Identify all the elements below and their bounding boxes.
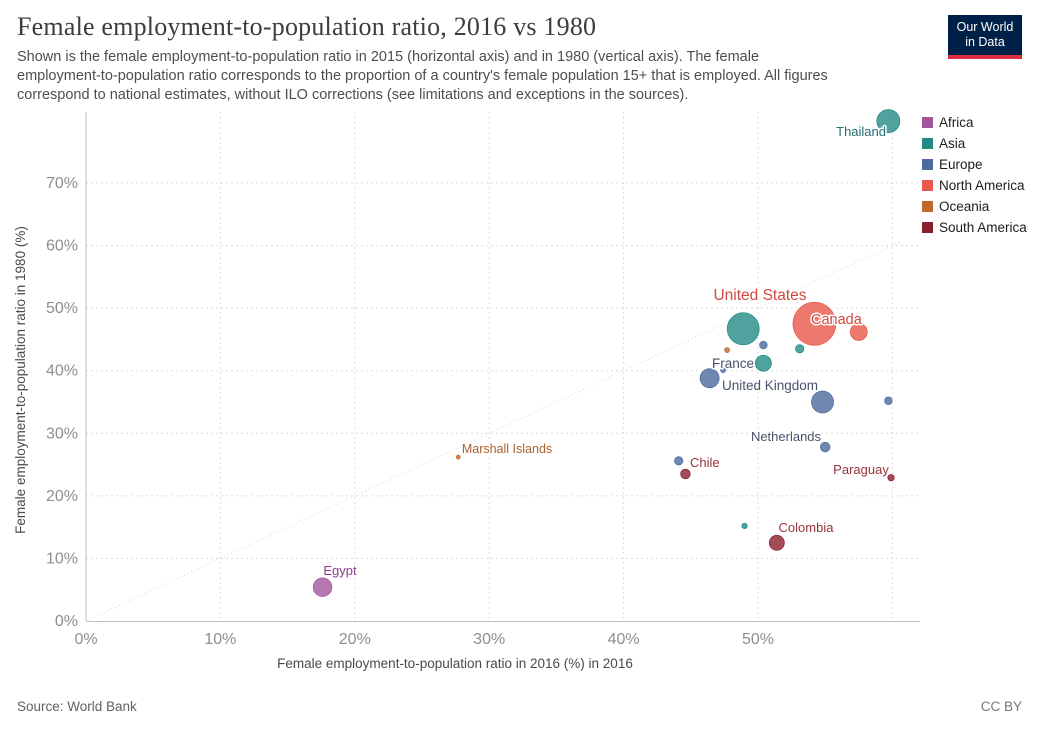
- legend-item-oceania[interactable]: Oceania: [922, 199, 1027, 214]
- country-label-united-states: United States: [713, 287, 806, 304]
- y-tick-label: 40%: [46, 363, 78, 380]
- bubble-asia[interactable]: [755, 354, 772, 372]
- bubble-france[interactable]: [699, 368, 720, 389]
- legend-label: North America: [939, 178, 1025, 193]
- owid-logo[interactable]: Our World in Data: [948, 15, 1022, 59]
- legend-swatch-icon: [922, 159, 933, 170]
- bubble-asia[interactable]: [726, 312, 760, 346]
- subtitle-line: correspond to national estimates, withou…: [17, 87, 689, 103]
- page-title: Female employment-to-population ratio, 2…: [17, 12, 597, 41]
- legend-swatch-icon: [922, 138, 933, 149]
- bubble-chile[interactable]: [680, 468, 691, 480]
- country-label-canada: Canada: [811, 312, 863, 328]
- legend-label: Asia: [939, 136, 966, 151]
- legend-swatch-icon: [922, 180, 933, 191]
- country-label-marshall-islands: Marshall Islands: [462, 442, 552, 456]
- continent-legend: Africa Asia Europe North America Oceania Sout…: [922, 115, 1027, 235]
- bubble-united-kingdom[interactable]: [811, 390, 834, 414]
- bubble-europe[interactable]: [884, 396, 893, 405]
- owid-logo-line1: Our World: [956, 20, 1014, 34]
- legend-label: Oceania: [939, 199, 990, 214]
- legend-swatch-icon: [922, 117, 933, 128]
- y-tick-label: 20%: [46, 488, 78, 505]
- y-tick-label: 50%: [46, 300, 78, 317]
- bubble-asia[interactable]: [741, 522, 748, 529]
- license-link[interactable]: CC BY: [980, 699, 1022, 714]
- bubble-europe[interactable]: [720, 367, 726, 373]
- source-text: Source: World Bank: [17, 699, 137, 714]
- country-label-united-kingdom: United Kingdom: [722, 378, 818, 393]
- y-axis-title: Female employment-to-population ratio in…: [13, 226, 28, 534]
- diagonal-reference-line: [85, 241, 900, 622]
- country-label-paraguay: Paraguay: [833, 462, 889, 477]
- y-tick-label: 70%: [46, 175, 78, 192]
- bubble-canada[interactable]: [849, 323, 868, 341]
- bubble-netherlands[interactable]: [820, 441, 831, 453]
- x-tick-label: 30%: [473, 631, 505, 648]
- x-tick-label: 50%: [742, 631, 774, 648]
- legend-item-africa[interactable]: Africa: [922, 115, 1027, 130]
- bubble-europe[interactable]: [759, 340, 768, 350]
- country-label-egypt: Egypt: [323, 563, 357, 578]
- y-tick-label: 30%: [46, 425, 78, 442]
- legend-item-south_america[interactable]: South America: [922, 220, 1027, 235]
- bubble-colombia[interactable]: [768, 534, 785, 551]
- x-tick-label: 20%: [339, 631, 371, 648]
- country-label-netherlands: Netherlands: [751, 429, 822, 444]
- y-tick-label: 10%: [46, 550, 78, 567]
- legend-label: Africa: [939, 115, 974, 130]
- bubble-paraguay[interactable]: [887, 474, 895, 482]
- owid-logo-line2: in Data: [965, 35, 1005, 49]
- x-tick-label: 0%: [74, 631, 97, 648]
- subtitle-line: employment-to-population ratio correspon…: [17, 68, 828, 84]
- country-label-france: France: [712, 356, 754, 371]
- x-axis-title: Female employment-to-population ratio in…: [277, 656, 633, 671]
- bubble-marshall-islands[interactable]: [455, 454, 461, 460]
- x-tick-label: 10%: [204, 631, 236, 648]
- bubble-asia[interactable]: [795, 344, 805, 354]
- chart-subtitle: Shown is the female employment-to-popula…: [17, 48, 917, 105]
- country-label-thailand: Thailand: [836, 124, 886, 139]
- country-label-colombia: Colombia: [779, 520, 835, 535]
- legend-item-asia[interactable]: Asia: [922, 136, 1027, 151]
- legend-item-north_america[interactable]: North America: [922, 178, 1027, 193]
- y-tick-label: 60%: [46, 238, 78, 255]
- bubble-oceania[interactable]: [724, 347, 730, 353]
- legend-label: Europe: [939, 157, 983, 172]
- bubble-europe[interactable]: [674, 456, 684, 466]
- country-label-chile: Chile: [690, 455, 720, 470]
- legend-swatch-icon: [922, 222, 933, 233]
- legend-item-europe[interactable]: Europe: [922, 157, 1027, 172]
- legend-label: South America: [939, 220, 1027, 235]
- bubble-egypt[interactable]: [312, 577, 333, 597]
- y-tick-label: 0%: [55, 613, 78, 630]
- legend-swatch-icon: [922, 201, 933, 212]
- bubble-thailand[interactable]: [876, 109, 901, 133]
- x-tick-label: 40%: [608, 631, 640, 648]
- bubble-united-states[interactable]: [792, 301, 837, 346]
- subtitle-line: Shown is the female employment-to-popula…: [17, 49, 760, 65]
